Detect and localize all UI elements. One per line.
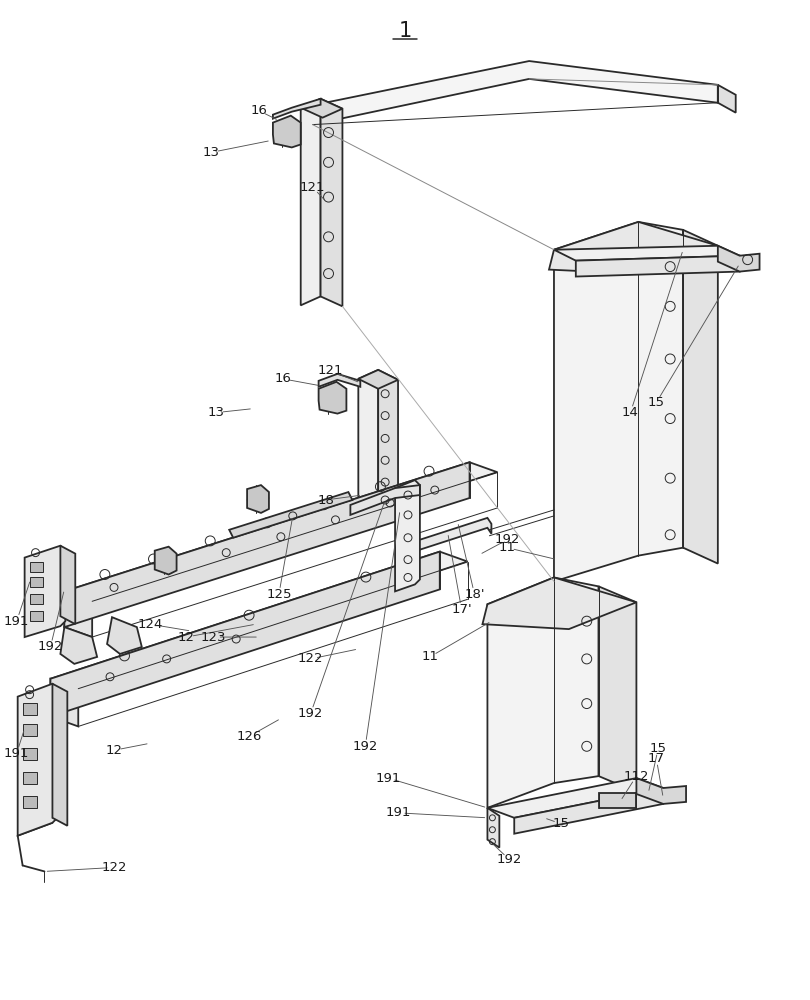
Text: 15: 15 bbox=[648, 396, 665, 409]
Text: 124: 124 bbox=[137, 618, 163, 631]
Polygon shape bbox=[718, 85, 735, 113]
Text: 191: 191 bbox=[4, 615, 29, 628]
Text: 12: 12 bbox=[178, 631, 195, 644]
Bar bbox=[30, 594, 44, 604]
Text: 192: 192 bbox=[298, 707, 323, 720]
Text: 16: 16 bbox=[250, 104, 267, 117]
Text: 122: 122 bbox=[298, 652, 323, 665]
Bar bbox=[23, 703, 36, 715]
Polygon shape bbox=[599, 586, 637, 792]
Bar bbox=[23, 748, 36, 760]
Polygon shape bbox=[229, 492, 352, 538]
Text: 112: 112 bbox=[624, 770, 649, 783]
Polygon shape bbox=[301, 61, 718, 125]
Polygon shape bbox=[718, 246, 760, 272]
Text: 12: 12 bbox=[105, 744, 122, 757]
Polygon shape bbox=[321, 99, 343, 306]
Bar bbox=[30, 577, 44, 587]
Polygon shape bbox=[50, 552, 467, 689]
Polygon shape bbox=[488, 577, 599, 808]
Text: 14: 14 bbox=[622, 406, 639, 419]
Polygon shape bbox=[554, 222, 683, 581]
Text: 191: 191 bbox=[4, 747, 29, 760]
Text: 125: 125 bbox=[266, 588, 292, 601]
Text: 15: 15 bbox=[650, 742, 667, 755]
Polygon shape bbox=[483, 577, 637, 629]
Text: 122: 122 bbox=[101, 861, 126, 874]
Polygon shape bbox=[599, 793, 637, 808]
Polygon shape bbox=[24, 546, 66, 637]
Polygon shape bbox=[395, 480, 420, 591]
Polygon shape bbox=[554, 246, 740, 261]
Text: 192: 192 bbox=[495, 533, 520, 546]
Bar bbox=[23, 772, 36, 784]
Polygon shape bbox=[301, 99, 343, 118]
Bar bbox=[23, 796, 36, 808]
Polygon shape bbox=[61, 627, 97, 664]
Polygon shape bbox=[53, 684, 67, 826]
Polygon shape bbox=[64, 462, 470, 627]
Polygon shape bbox=[50, 552, 440, 717]
Polygon shape bbox=[378, 370, 398, 508]
Polygon shape bbox=[50, 679, 79, 726]
Polygon shape bbox=[273, 99, 321, 119]
Polygon shape bbox=[549, 222, 718, 274]
Text: 17: 17 bbox=[648, 752, 665, 765]
Polygon shape bbox=[358, 370, 398, 389]
Polygon shape bbox=[318, 382, 347, 414]
Polygon shape bbox=[64, 462, 497, 601]
Text: 16: 16 bbox=[275, 372, 292, 385]
Text: 13: 13 bbox=[208, 406, 225, 419]
Text: 191: 191 bbox=[386, 806, 411, 819]
Polygon shape bbox=[576, 256, 740, 277]
Polygon shape bbox=[488, 778, 663, 818]
Polygon shape bbox=[64, 591, 92, 637]
Polygon shape bbox=[301, 99, 321, 305]
Text: 18: 18 bbox=[317, 494, 334, 507]
Polygon shape bbox=[488, 808, 499, 848]
Text: 17': 17' bbox=[451, 603, 472, 616]
Text: 13: 13 bbox=[202, 146, 220, 159]
Polygon shape bbox=[247, 485, 269, 513]
Text: 15: 15 bbox=[552, 817, 569, 830]
Polygon shape bbox=[514, 788, 663, 834]
Polygon shape bbox=[318, 374, 360, 387]
Text: 121: 121 bbox=[318, 364, 343, 377]
Polygon shape bbox=[351, 485, 420, 515]
Text: 18': 18' bbox=[464, 588, 484, 601]
Text: 11: 11 bbox=[421, 650, 438, 663]
Polygon shape bbox=[358, 370, 378, 507]
Polygon shape bbox=[155, 547, 177, 574]
Text: 192: 192 bbox=[38, 640, 63, 653]
Text: 126: 126 bbox=[237, 730, 262, 743]
Text: 123: 123 bbox=[201, 631, 226, 644]
Text: 1: 1 bbox=[399, 21, 411, 41]
Text: 192: 192 bbox=[497, 853, 522, 866]
Polygon shape bbox=[107, 617, 142, 654]
Bar bbox=[23, 724, 36, 736]
Polygon shape bbox=[420, 518, 492, 550]
Polygon shape bbox=[683, 230, 718, 564]
Bar bbox=[30, 611, 44, 621]
Text: 191: 191 bbox=[375, 772, 401, 785]
Polygon shape bbox=[61, 546, 75, 624]
Polygon shape bbox=[637, 778, 686, 804]
Polygon shape bbox=[273, 116, 301, 147]
Polygon shape bbox=[18, 684, 58, 836]
Text: 121: 121 bbox=[300, 181, 326, 194]
Text: 11: 11 bbox=[499, 541, 516, 554]
Bar bbox=[30, 562, 44, 572]
Text: 192: 192 bbox=[352, 740, 378, 753]
